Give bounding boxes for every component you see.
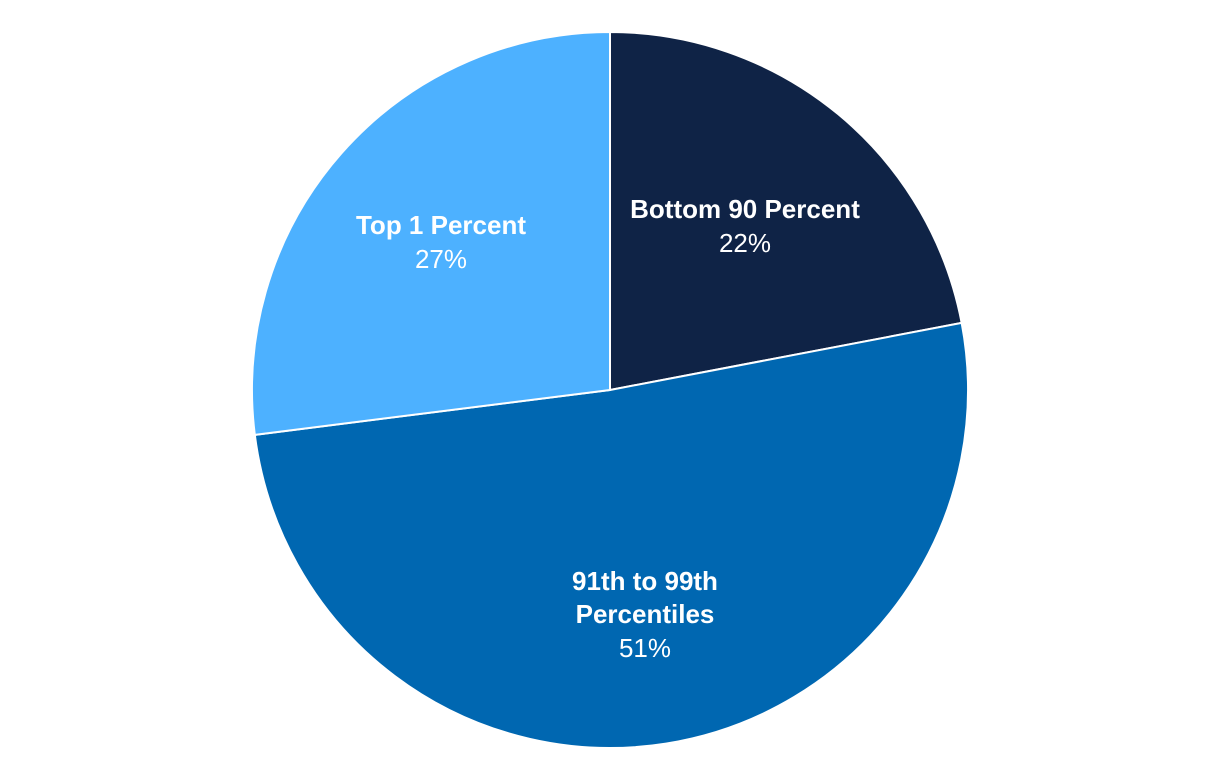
pie-slices [251, 30, 969, 749]
slice-value-label: 27% [415, 244, 467, 274]
slice-name-label: Bottom 90 Percent [630, 194, 860, 224]
pie-slice [253, 321, 969, 749]
slice-name-label: 91th to 99th [572, 566, 718, 596]
pie-slice [251, 30, 611, 436]
pie-labels: Bottom 90 Percent 22% 91th to 99thPercenti… [356, 194, 860, 663]
slice-label-group: Bottom 90 Percent 22% [630, 194, 860, 258]
slice-label-group: Top 1 Percent 27% [356, 210, 526, 274]
slice-value-label: 51% [619, 633, 671, 663]
slice-name-label: Top 1 Percent [356, 210, 526, 240]
pie-slice [609, 30, 963, 392]
slice-name-label: Percentiles [576, 599, 715, 629]
slice-value-label: 22% [719, 228, 771, 258]
